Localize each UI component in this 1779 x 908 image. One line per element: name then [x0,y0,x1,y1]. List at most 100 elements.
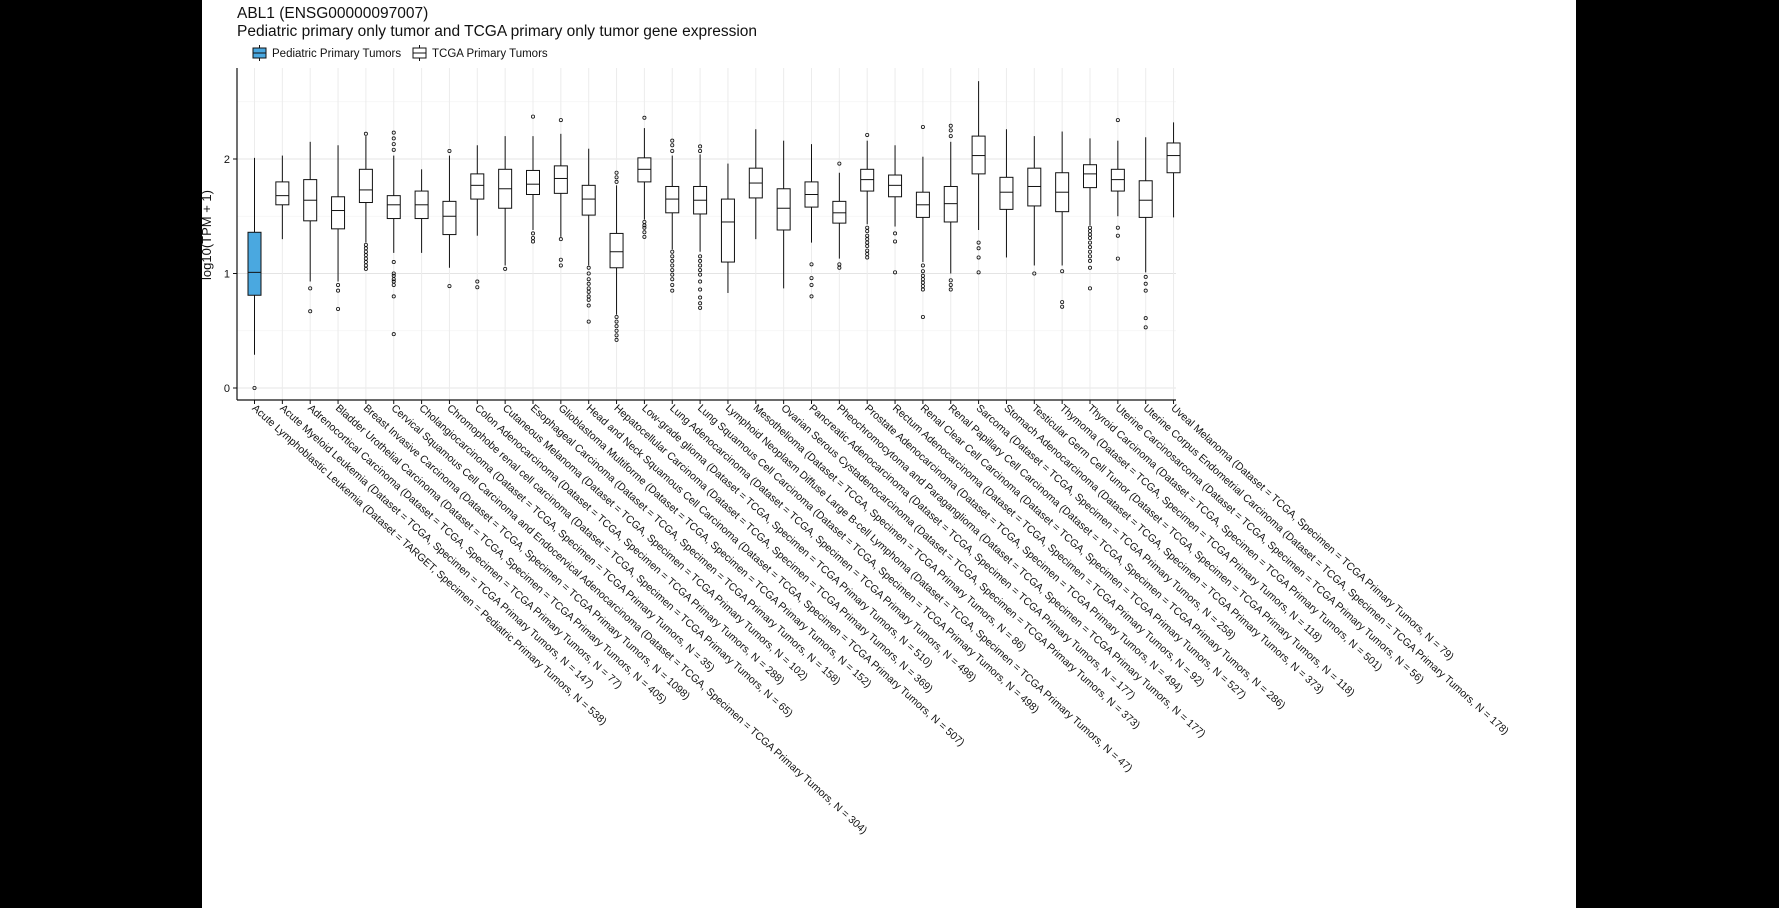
box-iqr [1083,164,1097,189]
outlier-point [698,263,703,268]
outlier-point [698,144,703,149]
outlier-point [698,279,703,284]
axes: 0 1 2 [224,68,1176,404]
outlier-point [530,239,535,244]
outlier-point [1060,269,1065,274]
box-iqr [247,231,262,296]
outlier-point [893,239,898,244]
outlier-point [391,294,396,299]
box-group [888,145,903,275]
box-group [943,123,958,292]
box-iqr [637,157,652,183]
box-group [665,138,680,293]
outlier-point [614,175,619,180]
outlier-point [558,237,563,242]
box-iqr [526,169,540,195]
outlier-point [475,279,480,284]
outlier-point [670,138,675,143]
box-iqr [1027,167,1042,207]
box-iqr [442,200,457,236]
box-series [247,81,1181,390]
outlier-point [1115,256,1120,261]
outlier-point [1143,288,1148,293]
box-iqr [1138,180,1153,218]
outlier-point [308,309,313,314]
outlier-point [586,271,591,276]
box-iqr [275,181,290,206]
outlier-point [976,270,981,275]
outlier-point [1088,265,1093,270]
outlier-point [948,134,953,139]
outlier-point [1088,254,1093,259]
outlier-point [1060,300,1065,305]
outlier-point [698,287,703,292]
legend-label-tcga: TCGA Primary Tumors [432,48,548,60]
boxplot-chart: ABL1 (ENSG00000097007) Pediatric primary… [202,5,1511,837]
outlier-point [1115,225,1120,230]
box-group [748,129,763,240]
outlier-point [447,148,452,153]
outlier-point [586,297,591,302]
y-tick-label: 2 [224,154,230,166]
box-group [247,157,262,390]
outlier-point [586,289,591,294]
outlier-point [809,262,814,267]
outlier-point [1143,325,1148,330]
outlier-point [363,266,368,271]
outlier-point [614,170,619,175]
box-iqr [358,168,373,204]
outlier-point [614,179,619,184]
legend-label-pediatric: Pediatric Primary Tumors [272,48,401,60]
box-iqr [553,165,568,194]
outlier-point [670,272,675,277]
outlier-point [948,287,953,292]
outlier-point [642,223,647,228]
box-group [1055,131,1070,309]
outlier-point [642,230,647,235]
y-axis-label: log10(TPM + 1) [202,190,214,280]
outlier-point [614,337,619,342]
outlier-point [614,324,619,329]
box-group [637,115,652,239]
box-group [331,145,346,311]
outlier-point [698,268,703,273]
outlier-point [920,315,925,320]
box-group [776,140,791,289]
outlier-point [948,123,953,128]
box-group [275,155,290,240]
box-group [860,132,875,260]
chart-canvas: ABL1 (ENSG00000097007) Pediatric primary… [202,0,1576,908]
y-tick-label: 1 [224,269,230,281]
category-labels: Acute Lymphoblastic Leukemia (Dataset = … [249,402,1510,836]
outlier-point [614,319,619,324]
box-group [804,144,819,299]
outlier-point [503,266,508,271]
outlier-point [698,254,703,259]
box-iqr [999,176,1014,210]
outlier-point [698,148,703,153]
outlier-point [670,263,675,268]
box-iqr [720,198,735,263]
box-group [1027,136,1042,276]
box-iqr [470,173,485,200]
outlier-point [1115,233,1120,238]
outlier-point [558,257,563,262]
outlier-point [893,231,898,236]
box-iqr [1166,142,1181,174]
outlier-point [809,294,814,299]
box-iqr [386,195,401,220]
outlier-point [1115,118,1120,123]
box-group [303,141,318,314]
outlier-point [698,272,703,277]
outlier-point [363,131,368,136]
outlier-point [698,258,703,263]
outlier-point [865,255,870,260]
outlier-point [976,240,981,245]
box-group [1110,118,1125,261]
outlier-point [391,282,396,287]
outlier-point [391,147,396,152]
outlier-point [586,319,591,324]
outlier-point [391,260,396,265]
box-iqr [665,185,680,214]
outlier-point [948,278,953,283]
